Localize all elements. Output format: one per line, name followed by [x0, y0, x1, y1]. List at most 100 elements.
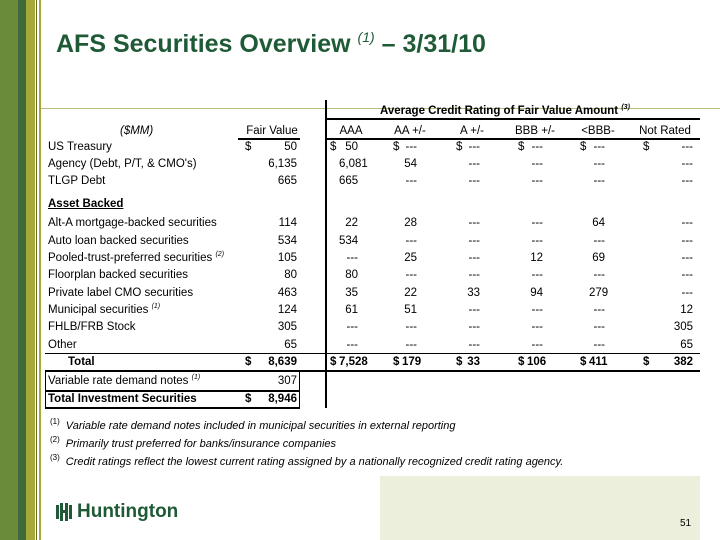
row-label-text: Total Investment Securities: [48, 393, 197, 405]
cell-value: 382: [673, 356, 693, 368]
cell-value: 463: [277, 287, 297, 299]
cell-value: 665: [277, 175, 297, 187]
cell-value: ---: [531, 304, 544, 316]
table-rule: [45, 407, 300, 409]
row-label-text: Total: [68, 356, 95, 368]
currency-symbol: $: [580, 356, 587, 368]
currency-symbol: $: [518, 141, 525, 153]
row-label-text: TLGP Debt: [48, 175, 106, 187]
row-label-text: Variable rate demand notes: [48, 375, 189, 387]
cell-value: ---: [468, 141, 481, 153]
currency-symbol: $: [580, 141, 587, 153]
cell-value: 6,081: [339, 158, 368, 170]
cell-value: ---: [681, 158, 694, 170]
cell-value: 124: [277, 304, 297, 316]
cell-value: ---: [681, 269, 694, 281]
currency-symbol: $: [456, 141, 463, 153]
row-label: TLGP Debt: [48, 174, 105, 188]
cell-value: ---: [531, 158, 544, 170]
cell-value: ---: [405, 321, 418, 333]
row-label-text: Auto loan backed securities: [48, 235, 189, 247]
column-header: <BBB-: [581, 125, 615, 137]
cell-value: ---: [468, 304, 481, 316]
stripe: [26, 0, 35, 540]
footnote-2: (2) Primarily trust preferred for banks/i…: [50, 435, 337, 451]
cell-value: ---: [531, 269, 544, 281]
cell-value: ---: [531, 175, 544, 187]
row-label-text: Floorplan backed securities: [48, 269, 188, 281]
cell-value: 8,946: [268, 393, 297, 405]
table-rule: [45, 371, 300, 372]
cell-value: 33: [467, 287, 480, 299]
cell-value: 25: [404, 252, 417, 264]
row-label-text: FHLB/FRB Stock: [48, 321, 136, 333]
row-label-sup: (2): [215, 251, 225, 258]
cell-value: 22: [404, 287, 417, 299]
cell-value: ---: [593, 269, 606, 281]
cell-value: ---: [405, 175, 418, 187]
cell-value: ---: [468, 158, 481, 170]
cell-value: 22: [345, 217, 358, 229]
table-rule: [299, 371, 300, 408]
cell-value: 65: [284, 339, 297, 351]
cell-value: ---: [405, 269, 418, 281]
row-label-text: Alt-A mortgage-backed securities: [48, 217, 217, 229]
currency-symbol: $: [330, 141, 337, 153]
cell-value: ---: [593, 339, 606, 351]
row-label-text: Private label CMO securities: [48, 287, 194, 299]
cell-value: ---: [346, 252, 359, 264]
row-label: Alt-A mortgage-backed securities: [48, 216, 217, 230]
huntington-logo: Huntington: [55, 501, 178, 523]
huntington-logo-icon: [56, 503, 72, 521]
page-title: AFS Securities Overview (1) – 3/31/10: [56, 29, 486, 58]
currency-symbol: $: [393, 356, 400, 368]
column-header: A +/-: [460, 125, 484, 137]
cell-value: 50: [345, 141, 358, 153]
cell-value: 12: [680, 304, 693, 316]
currency-symbol: $: [330, 356, 337, 368]
cell-value: ---: [593, 158, 606, 170]
row-label-text: Municipal securities: [48, 304, 149, 316]
cell-value: 61: [345, 304, 358, 316]
cell-value: ---: [405, 141, 418, 153]
footnote-3: (3) Credit ratings reflect the lowest cur…: [50, 453, 564, 469]
row-label: Other: [48, 338, 77, 352]
cell-value: 179: [402, 356, 422, 368]
currency-symbol: $: [518, 356, 525, 368]
table-divider: [325, 100, 327, 408]
cell-value: 50: [284, 141, 297, 153]
currency-symbol: $: [456, 356, 463, 368]
column-header: BBB +/-: [515, 125, 555, 137]
column-header: AAA: [339, 125, 363, 137]
cell-value: ---: [468, 321, 481, 333]
row-label: Auto loan backed securities: [48, 234, 189, 248]
row-label: Total: [68, 355, 95, 369]
table-rule: [45, 370, 700, 372]
row-label: FHLB/FRB Stock: [48, 320, 136, 334]
cell-value: 305: [673, 321, 693, 333]
cell-value: ---: [681, 217, 694, 229]
cell-value: ---: [346, 339, 359, 351]
cell-value: ---: [593, 235, 606, 247]
table-rule: [238, 138, 300, 140]
cell-value: ---: [468, 339, 481, 351]
table-rule: [327, 138, 700, 140]
cell-value: 6,135: [268, 158, 297, 170]
currency-symbol: $: [245, 356, 252, 368]
row-label: Pooled-trust-preferred securities (2): [48, 251, 224, 265]
cell-value: ---: [468, 252, 481, 264]
footnote-1: (1) Variable rate demand notes included i…: [50, 417, 456, 433]
cell-value: 28: [404, 217, 417, 229]
group-header-sup: (3): [621, 104, 630, 111]
table-rule: [45, 371, 46, 408]
row-label-text: US Treasury: [48, 141, 112, 153]
cell-value: 69: [592, 252, 605, 264]
cell-value: ---: [468, 235, 481, 247]
cell-value: 105: [277, 252, 297, 264]
column-header: Fair Value: [246, 125, 298, 137]
cell-value: 35: [345, 287, 358, 299]
cell-value: ---: [681, 235, 694, 247]
row-label: Private label CMO securities: [48, 286, 193, 300]
table-rule: [45, 353, 700, 354]
table-rule: [327, 118, 700, 120]
